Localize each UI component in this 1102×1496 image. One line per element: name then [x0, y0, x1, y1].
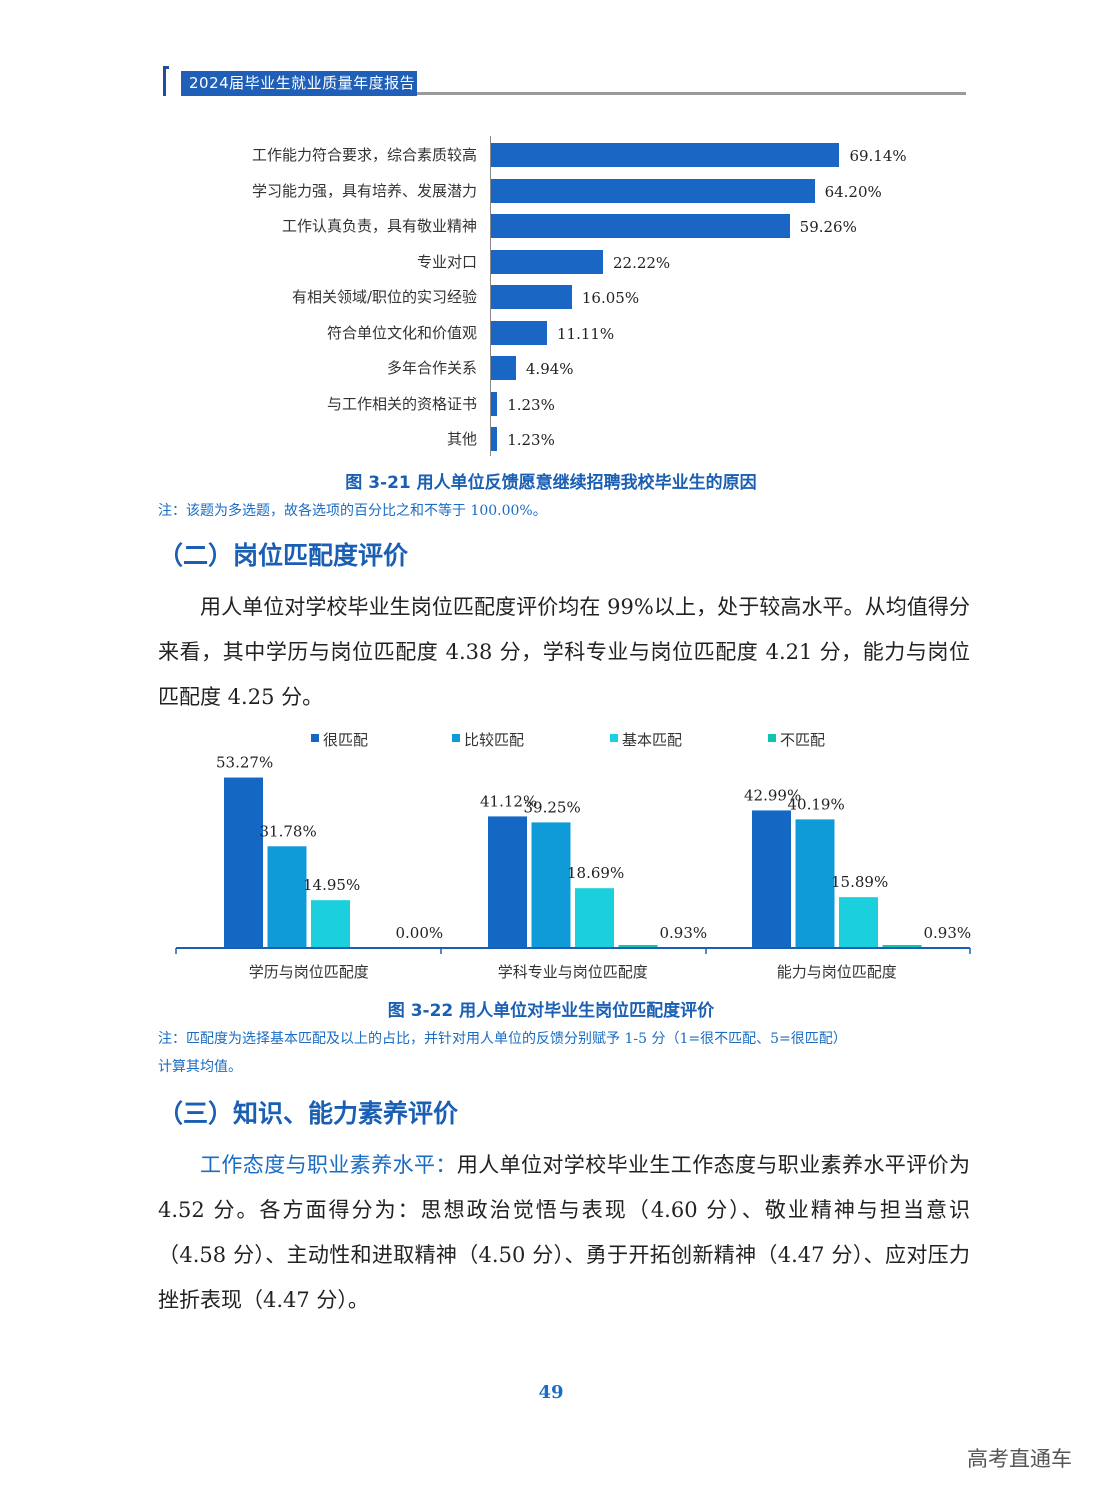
chart1-value-label: 16.05%: [581, 289, 640, 307]
chart2-category-label: 学历与岗位匹配度: [249, 963, 369, 981]
chart1-caption: 图 3-21 用人单位反馈愿意继续招聘我校毕业生的原因: [345, 473, 757, 493]
header-rule: [181, 92, 966, 95]
chart1-bar: [491, 249, 603, 274]
chart2-value-label: 18.69%: [567, 864, 624, 882]
chart1-category-label: 与工作相关的资格证书: [326, 394, 477, 413]
chart1-bar: [491, 143, 840, 167]
chart1-bar: [491, 320, 547, 345]
chart1-bar: [491, 427, 498, 451]
chart2-value-label: 31.78%: [260, 822, 317, 840]
chart2-value-label: 0.93%: [924, 924, 972, 942]
page-number: 49: [538, 1382, 564, 1403]
chart2-caption: 图 3-22 用人单位对毕业生岗位匹配度评价: [387, 1001, 715, 1021]
chart1-bar: [491, 356, 516, 380]
section-title-match: （二）岗位匹配度评价: [158, 541, 409, 570]
chart2-bar: [267, 846, 307, 948]
header-bracket: [163, 66, 169, 96]
chart2-bar: [531, 822, 571, 948]
paragraph-highlight: 工作态度与职业素养水平：: [200, 1153, 457, 1177]
note-match-line2: 计算其均值。: [158, 1059, 242, 1075]
chart1-category-label: 多年合作关系: [386, 359, 477, 377]
chart2-bar: [882, 945, 922, 948]
chart1-category-label: 有相关领域/职位的实习经验: [291, 288, 477, 306]
chart1-category-label: 符合单位文化和价值观: [326, 323, 477, 342]
paragraph-knowledge: 工作态度与职业素养水平：用人单位对学校毕业生工作态度与职业素养水平评价为 4.5…: [158, 1143, 970, 1323]
legend-label: 很匹配: [323, 731, 368, 749]
report-title: 2024届毕业生就业质量年度报告: [181, 71, 417, 96]
chart1-value-label: 11.11%: [556, 324, 615, 343]
legend-swatch: [610, 734, 618, 742]
paragraph-match: 用人单位对学校毕业生岗位匹配度评价均在 99%以上，处于较高水平。从均值得分来看…: [158, 595, 970, 709]
chart2-bar: [839, 897, 878, 948]
chart1-value-label: 69.14%: [849, 147, 907, 165]
chart2-value-label: 53.27%: [216, 754, 273, 772]
section-title-knowledge: （三）知识、能力素养评价: [158, 1099, 459, 1128]
chart1-category-label: 工作能力符合要求，综合素质较高: [251, 146, 477, 164]
legend-label: 基本匹配: [622, 731, 682, 749]
chart2-value-label: 40.19%: [788, 795, 845, 813]
chart2-value-label: 0.93%: [660, 924, 708, 942]
chart2-category-label: 能力与岗位匹配度: [777, 963, 897, 981]
chart1-category-label: 工作认真负责，具有敬业精神: [281, 217, 477, 235]
chart1-bar: [491, 178, 815, 203]
watermark: 高考直通车: [967, 1447, 1072, 1471]
legend-label: 不匹配: [780, 731, 825, 749]
chart2-value-label: 42.99%: [744, 786, 801, 804]
chart1-axis: [490, 136, 491, 456]
chart1-bar: [491, 214, 790, 238]
chart2-bar: [488, 816, 527, 948]
chart2-value-label: 0.00%: [396, 924, 444, 942]
legend-label: 比较匹配: [464, 731, 524, 749]
chart2-bar: [575, 888, 614, 948]
chart2-bar: [618, 945, 658, 948]
note-match-line1: 注：匹配度为选择基本匹配及以上的占比，并针对用人单位的反馈分别赋予 1-5 分（…: [158, 1031, 847, 1047]
chart2-category-label: 学科专业与岗位匹配度: [498, 963, 648, 981]
chart1-category-label: 其他: [446, 430, 477, 448]
chart1-bar: [491, 391, 498, 416]
chart2-value-label: 41.12%: [480, 792, 537, 810]
chart1-value-label: 64.20%: [824, 182, 882, 201]
legend-swatch: [311, 734, 319, 742]
legend-swatch: [768, 734, 776, 742]
chart2-bar: [752, 810, 791, 948]
chart1-value-label: 4.94%: [525, 360, 574, 378]
chart1-category-label: 学习能力强，具有培养、发展潜力: [251, 181, 477, 200]
note-multi-select: 注：该题为多选题，故各选项的百分比之和不等于 100.00%。: [158, 503, 547, 519]
chart1-bar: [491, 285, 572, 309]
chart1-value-label: 1.23%: [507, 395, 555, 414]
chart2-bar: [311, 900, 350, 948]
chart1-category-label: 专业对口: [416, 252, 477, 271]
chart1-value-label: 1.23%: [507, 431, 555, 449]
paragraph-body: 用人单位对学校毕业生工作态度与职业素养水平评价为 4.52 分。各方面得分为：思…: [158, 1153, 971, 1312]
chart2-value-label: 39.25%: [524, 798, 581, 816]
chart2-value-label: 15.89%: [831, 873, 888, 891]
chart2-bar: [224, 777, 263, 948]
chart-job-match: 很匹配 比较匹配 基本匹配 不匹配 53.27% 31.78% 14.95% 0.00% 学历与…: [175, 731, 972, 981]
chart1-value-label: 59.26%: [799, 218, 857, 236]
legend-swatch: [452, 734, 460, 742]
chart2-value-label: 14.95%: [303, 876, 360, 894]
chart2-bar: [795, 819, 835, 948]
chart1-value-label: 22.22%: [612, 253, 671, 272]
